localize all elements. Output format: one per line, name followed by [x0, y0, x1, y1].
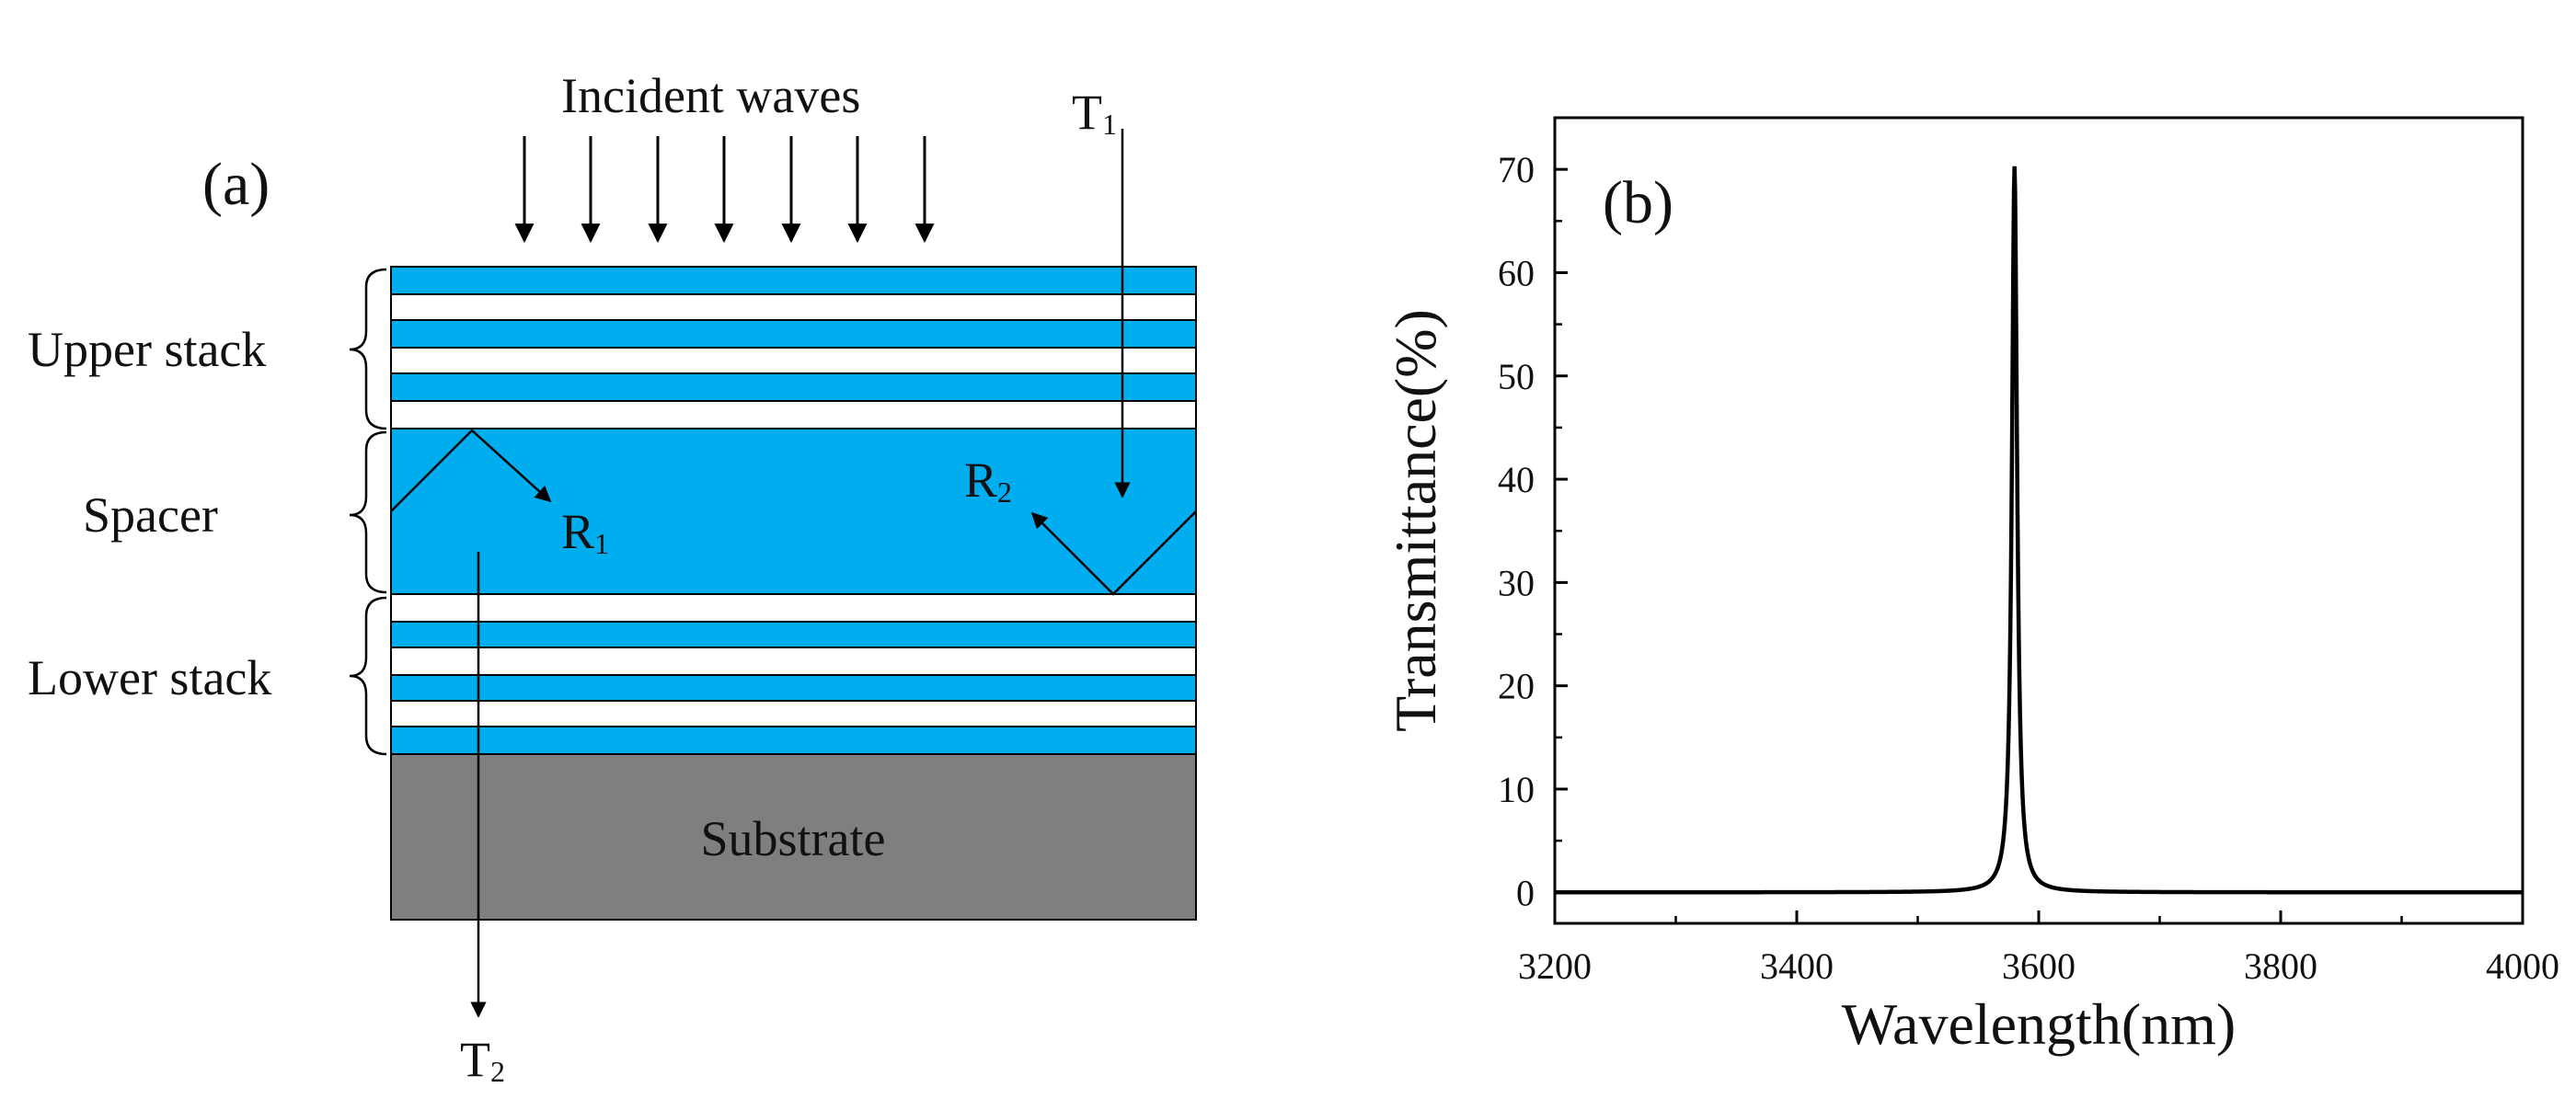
- incident-arrows: [514, 136, 935, 244]
- r2-path: [1030, 510, 1197, 596]
- y-tick-label: 20: [1498, 666, 1535, 707]
- x-tick-label: 3400: [1760, 945, 1834, 987]
- y-tick-label: 60: [1498, 252, 1535, 293]
- low-index-layer: [390, 400, 1197, 429]
- upper-stack-label: Upper stack: [28, 322, 266, 377]
- lower-stack: [390, 593, 1197, 755]
- x-tick-label: 3600: [2002, 945, 2076, 987]
- incident-waves-label: Incident waves: [561, 68, 860, 123]
- x-tick-label: 3200: [1518, 945, 1592, 987]
- spacer-brace: [349, 430, 387, 594]
- high-index-layer: [390, 674, 1197, 702]
- low-index-layer: [390, 593, 1197, 623]
- upper-stack-brace: [349, 268, 387, 430]
- panel-b-label: (b): [1603, 169, 1673, 236]
- reflection-paths: [390, 129, 1197, 1018]
- y-tick-label: 10: [1498, 769, 1535, 810]
- panel-a: (a) Incident waves: [28, 68, 1197, 1088]
- r1-path: [390, 429, 552, 512]
- spacer-label: Spacer: [83, 487, 218, 543]
- plot-frame: [1553, 116, 2524, 925]
- panel-b: (b) 3200 3400 3600 3800 4000 0 10 20 30 40 50 60 70…: [1383, 116, 2559, 1057]
- x-axis: 3200 3400 3600 3800 4000: [1518, 910, 2559, 987]
- lower-stack-brace: [349, 596, 387, 756]
- substrate-layer: [390, 753, 1197, 921]
- r1-label: R1: [561, 504, 609, 560]
- high-index-layer: [390, 621, 1197, 648]
- low-index-layer: [390, 647, 1197, 676]
- y-tick-label: 30: [1498, 562, 1535, 603]
- y-tick-label: 50: [1498, 356, 1535, 397]
- low-index-layer: [390, 347, 1197, 374]
- substrate-label: Substrate: [701, 811, 886, 866]
- r2-label: R2: [964, 452, 1012, 509]
- spacer-layer: [390, 428, 1197, 595]
- y-tick-label: 0: [1516, 872, 1535, 913]
- t2-label: T2: [460, 1032, 505, 1088]
- y-axis: 0 10 20 30 40 50 60 70: [1498, 149, 1568, 913]
- lower-stack-label: Lower stack: [28, 650, 271, 705]
- high-index-layer: [390, 319, 1197, 349]
- high-index-layer: [390, 726, 1197, 755]
- x-axis-title: Wavelength(nm): [1842, 991, 2236, 1057]
- high-index-layer: [390, 372, 1197, 402]
- low-index-layer: [390, 293, 1197, 321]
- upper-stack: [390, 266, 1197, 429]
- y-axis-title: Transmittance(%): [1383, 309, 1448, 732]
- high-index-layer: [390, 266, 1197, 295]
- x-tick-label: 4000: [2486, 945, 2559, 987]
- x-tick-label: 3800: [2244, 945, 2317, 987]
- braces: [349, 268, 387, 756]
- y-tick-label: 70: [1498, 149, 1535, 190]
- t1-label: T1: [1072, 85, 1117, 141]
- y-tick-label: 40: [1498, 459, 1535, 500]
- panel-a-label: (a): [202, 151, 270, 218]
- low-index-layer: [390, 700, 1197, 727]
- transmittance-curve: [1555, 166, 2523, 895]
